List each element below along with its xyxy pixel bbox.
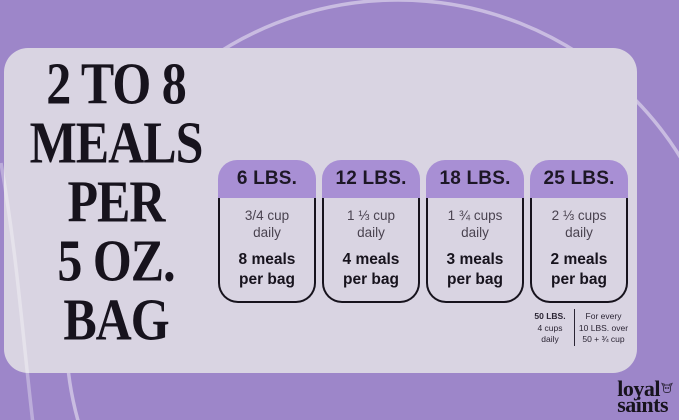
daily-label: daily: [461, 225, 489, 240]
footnote-right: For every 10 LBS. over 50 + ¾ cup: [575, 309, 632, 346]
headline-line: 5 OZ.: [57, 227, 175, 294]
daily-amount: 2 ⅓ cups: [551, 208, 607, 223]
column-body: 3/4 cup daily 8 meals per bag: [218, 198, 316, 303]
column-body: 1 ⅓ cup daily 4 meals per bag: [322, 198, 420, 303]
meals-amount: 3 meals: [446, 251, 504, 268]
footnote-50lbs: 50 LBS. 4 cups daily For every 10 LBS. o…: [526, 309, 632, 346]
weight-badge: 18 LBS.: [426, 160, 524, 198]
meals-label: per bag: [343, 271, 399, 288]
headline-line: BAG: [63, 286, 169, 353]
column-body: 2 ⅓ cups daily 2 meals per bag: [530, 198, 628, 303]
daily-label: daily: [565, 225, 593, 240]
logo-line1: loyal: [617, 376, 660, 401]
daily-amount: 1 ⅓ cup: [346, 208, 396, 223]
footnote-divider: [574, 309, 575, 346]
footnote-rule-line: 50 + ¾ cup: [582, 334, 625, 344]
footnote-left: 50 LBS. 4 cups daily: [526, 309, 574, 346]
logo-line2: saints: [617, 392, 668, 417]
meals-label: per bag: [447, 271, 503, 288]
column-body: 1 ¾ cups daily 3 meals per bag: [426, 198, 524, 303]
weight-badge: 25 LBS.: [530, 160, 628, 198]
footnote-daily: daily: [541, 334, 559, 344]
daily-amount: 1 ¾ cups: [447, 208, 503, 223]
meals-label: per bag: [239, 271, 295, 288]
footnote-cups: 4 cups: [537, 322, 563, 333]
weight-badge: 6 LBS.: [218, 160, 316, 198]
headline: 2 TO 8 MEALS PER 5 OZ. BAG: [18, 54, 214, 349]
daily-label: daily: [357, 225, 385, 240]
brand-logo: loyal saints: [617, 376, 673, 417]
dog-face-icon: [660, 379, 673, 395]
footnote-rule-line: For every: [585, 311, 622, 321]
footnote-rule-line: 10 LBS. over: [578, 322, 629, 333]
daily-label: daily: [253, 225, 281, 240]
daily-amount: 3/4 cup: [244, 208, 290, 223]
meals-amount: 4 meals: [342, 251, 400, 268]
headline-line: 2 TO 8: [46, 50, 186, 117]
meals-amount: 8 meals: [238, 251, 296, 268]
headline-line: MEALS: [29, 109, 204, 176]
meals-amount: 2 meals: [550, 251, 608, 268]
footnote-weight: 50 LBS.: [534, 311, 566, 321]
weight-badge: 12 LBS.: [322, 160, 420, 198]
meals-label: per bag: [551, 271, 607, 288]
headline-line: PER: [67, 168, 166, 235]
